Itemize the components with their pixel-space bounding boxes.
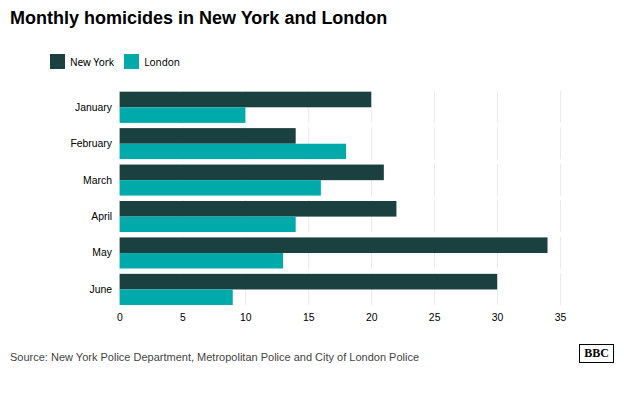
svg-text:5: 5 bbox=[180, 312, 186, 323]
svg-text:April: April bbox=[91, 211, 112, 222]
svg-text:May: May bbox=[92, 247, 112, 258]
svg-text:0: 0 bbox=[117, 312, 123, 323]
svg-text:20: 20 bbox=[366, 312, 378, 323]
svg-text:February: February bbox=[70, 138, 112, 149]
svg-text:January: January bbox=[75, 102, 113, 113]
html-text:Monthly homicides in New York: Monthly homicides in New York and London bbox=[10, 8, 388, 28]
svg-text:25: 25 bbox=[429, 312, 441, 323]
svg-text:March: March bbox=[83, 174, 112, 185]
html-text:London: London bbox=[144, 54, 180, 69]
svg-text:15: 15 bbox=[303, 312, 315, 323]
svg-text:10: 10 bbox=[240, 312, 252, 323]
html-text:Source: New York Police Depart: Source: New York Police Department, Metr… bbox=[10, 350, 420, 363]
svg-text:30: 30 bbox=[492, 312, 504, 323]
svg-text:June: June bbox=[89, 284, 112, 295]
html-text:BBC: BBC bbox=[584, 345, 609, 360]
svg-text:35: 35 bbox=[555, 312, 567, 323]
html-text:New York: New York bbox=[70, 54, 115, 69]
